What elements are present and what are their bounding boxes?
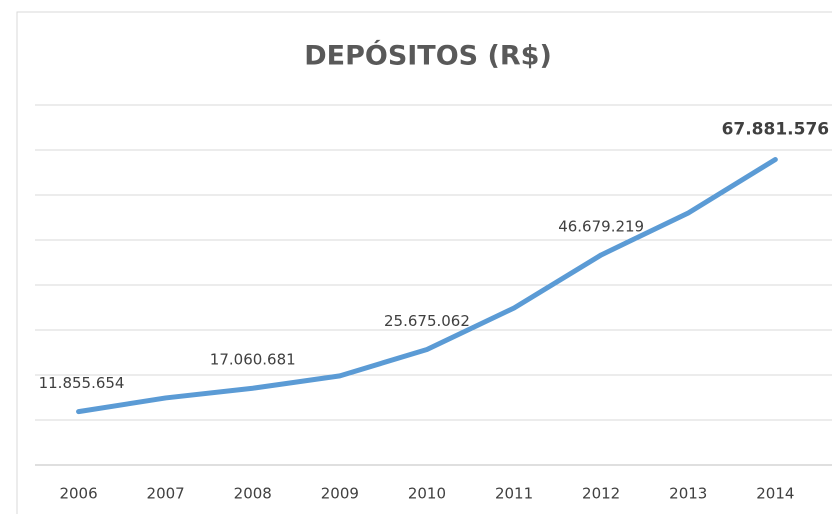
x-tick-label: 2011 <box>495 485 533 503</box>
x-tick-label: 2014 <box>756 485 794 503</box>
x-tick-label: 2006 <box>59 485 97 503</box>
x-tick-label: 2008 <box>234 485 272 503</box>
x-tick-label: 2009 <box>321 485 359 503</box>
data-label: 17.060.681 <box>210 351 296 369</box>
x-tick-label: 2013 <box>669 485 707 503</box>
chart-border <box>16 11 832 514</box>
x-tick-label: 2010 <box>408 485 446 503</box>
data-label: 11.855.654 <box>39 374 125 392</box>
x-tick-label: 2012 <box>582 485 620 503</box>
chart-title: DEPÓSITOS (R$) <box>304 40 552 72</box>
data-line <box>76 157 778 415</box>
data-label: 46.679.219 <box>558 217 644 235</box>
x-tick-label: 2007 <box>147 485 185 503</box>
data-label: 25.675.062 <box>384 312 470 330</box>
data-label: 67.881.576 <box>722 120 830 140</box>
